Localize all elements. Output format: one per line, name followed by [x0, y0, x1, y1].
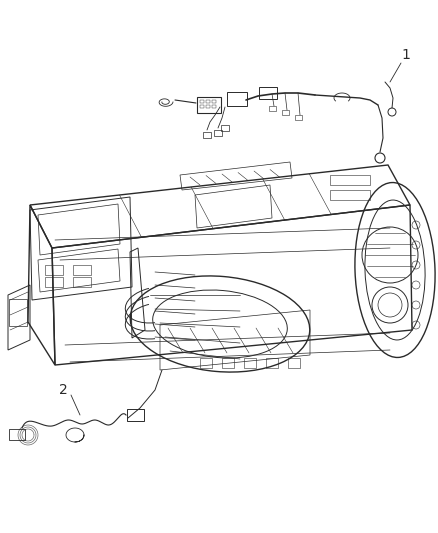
Bar — [214, 130, 222, 136]
Text: 1: 1 — [402, 48, 410, 62]
Bar — [200, 100, 204, 103]
Bar — [200, 358, 212, 368]
Bar — [212, 105, 216, 108]
Bar — [269, 106, 276, 111]
Bar — [330, 175, 370, 185]
Text: 2: 2 — [59, 383, 67, 397]
Bar — [266, 358, 278, 368]
Bar — [222, 358, 234, 368]
Bar — [212, 100, 216, 103]
Bar — [200, 105, 204, 108]
Bar — [206, 105, 210, 108]
Bar — [203, 132, 211, 138]
Bar — [330, 190, 370, 200]
Bar — [295, 115, 302, 120]
Bar — [73, 277, 91, 287]
Bar — [288, 358, 300, 368]
Bar — [244, 358, 256, 368]
Bar — [45, 265, 63, 275]
Bar — [73, 265, 91, 275]
Bar — [206, 100, 210, 103]
Bar — [45, 277, 63, 287]
Bar — [221, 125, 229, 131]
Bar — [282, 110, 289, 115]
